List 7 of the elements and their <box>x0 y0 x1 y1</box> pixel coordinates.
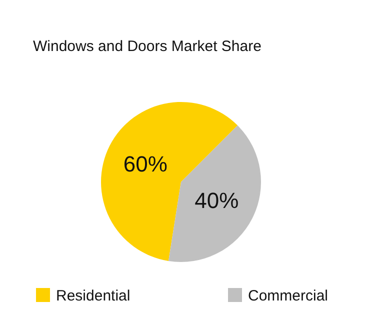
data-label: 40% <box>194 188 239 213</box>
chart-title: Windows and Doors Market Share <box>33 38 262 55</box>
pie-slice <box>168 125 261 262</box>
pie-slice <box>101 102 238 262</box>
legend-label: Commercial <box>248 287 328 304</box>
data-label: 60% <box>123 152 168 177</box>
legend-label: Residential <box>56 287 130 304</box>
